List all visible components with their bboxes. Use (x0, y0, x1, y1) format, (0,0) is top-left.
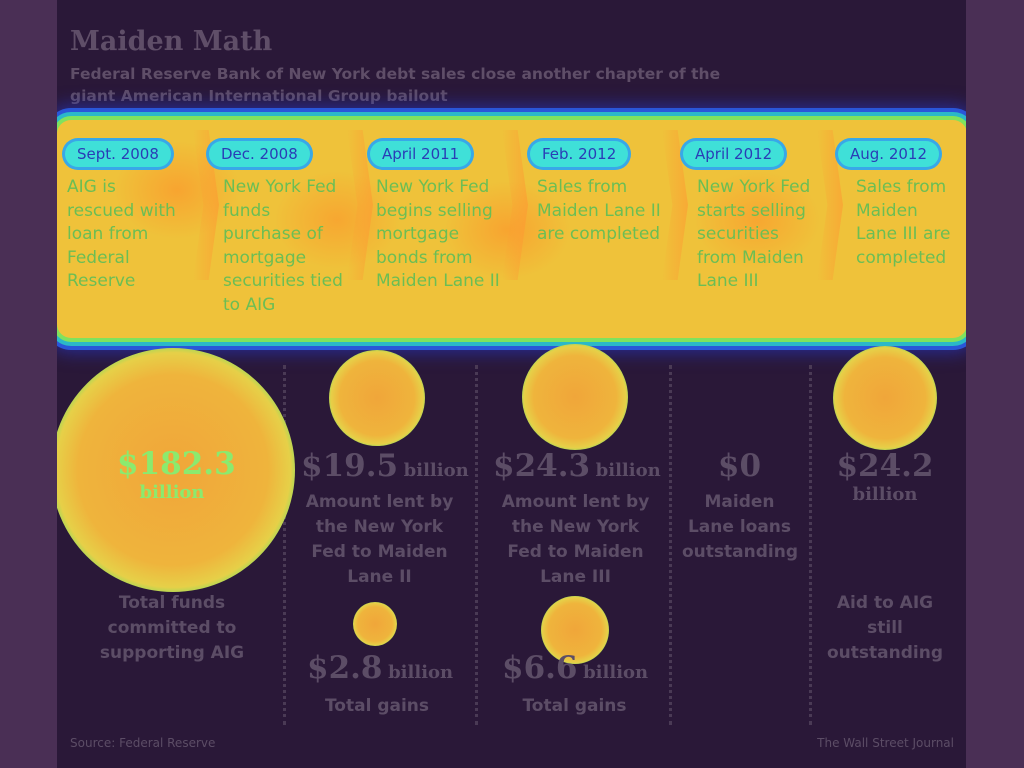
column-divider (283, 365, 286, 725)
timeline-date: Sept. 2008 (65, 141, 171, 167)
aid-outstanding-value: $24.2 billion (836, 448, 934, 505)
infographic-panel: Maiden Math Federal Reserve Bank of New … (57, 0, 966, 768)
total-funds-caption: Total funds committed to supporting AIG (99, 593, 245, 663)
ml2-gains-caption: Total gains (324, 696, 430, 716)
ml3-lent-caption: Amount lent by the New York Fed to Maide… (501, 492, 650, 587)
aid-outstanding-caption: Aid to AIG still outstanding (827, 593, 943, 663)
ml3-lent-value: $24.3 billion (493, 448, 661, 484)
total-funds-bubble (57, 348, 295, 592)
loans-outstanding-caption: Maiden Lane loans outstanding (682, 492, 798, 562)
timeline-text: New York Fed begins selling mortgage bon… (376, 177, 500, 291)
loans-outstanding-value: $0 (717, 448, 762, 484)
publisher-credit: The Wall Street Journal (817, 736, 954, 750)
aid-outstanding-bubble (833, 346, 937, 450)
column-divider (669, 365, 672, 725)
ml2-gains-bubble (353, 602, 397, 646)
ml3-lent-bubble (522, 344, 628, 450)
timeline-date: Dec. 2008 (209, 141, 310, 167)
ml3-gains-bubble (541, 596, 609, 664)
timeline-date: Aug. 2012 (838, 141, 939, 167)
ml2-lent-value: $19.5 billion (301, 448, 469, 484)
page-subtitle: Federal Reserve Bank of New York debt sa… (70, 65, 721, 105)
ml2-gains-value: $2.8 billion (307, 650, 454, 686)
ml3-gains-caption: Total gains (522, 696, 627, 716)
source-note: Source: Federal Reserve (70, 736, 216, 750)
column-divider (809, 365, 812, 725)
timeline-date: April 2012 (683, 141, 785, 167)
column-divider (475, 365, 478, 725)
timeline-date: Feb. 2012 (530, 141, 629, 167)
timeline-text: New York Fed funds purchase of mortgage … (223, 177, 343, 315)
ml2-lent-caption: Amount lent by the New York Fed to Maide… (305, 492, 454, 587)
total-funds-value: $182.3 billion (117, 446, 236, 503)
timeline-text: Sales from Maiden Lane II are completed (537, 177, 661, 244)
ml2-lent-bubble (329, 350, 425, 446)
ml3-gains-value: $6.6 billion (502, 650, 649, 686)
timeline-text: AIG is rescued with loan from Federal Re… (67, 177, 176, 291)
timeline-text: New York Fed starts selling securities f… (697, 177, 811, 291)
timeline-text: Sales from Maiden Lane III are completed (856, 177, 951, 268)
page-title: Maiden Math (70, 26, 273, 57)
timeline-date: April 2011 (370, 141, 472, 167)
